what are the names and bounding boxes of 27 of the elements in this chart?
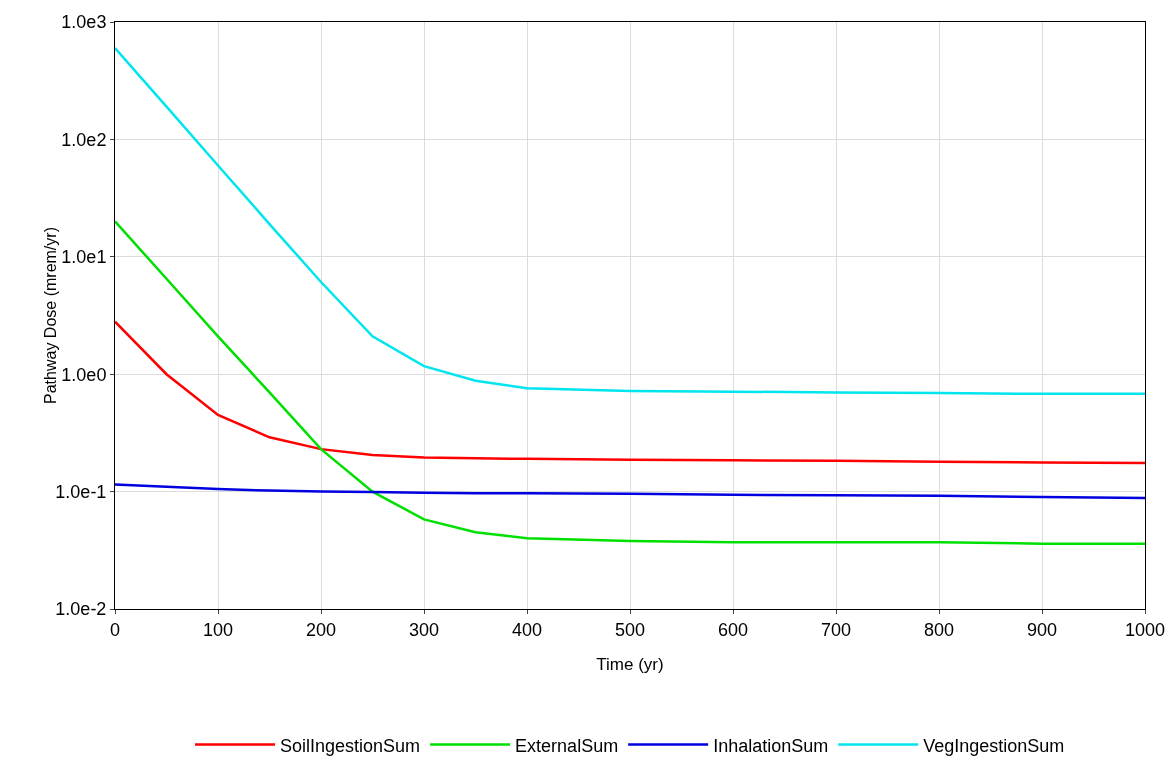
- y-tick-label: 1.0e-2: [55, 599, 107, 620]
- x-tick-label: 700: [820, 619, 852, 640]
- x-tick-label: 0: [109, 619, 121, 640]
- x-tick-label: 300: [408, 619, 440, 640]
- line-series: [115, 220, 1145, 545]
- x-tick-label: 400: [511, 619, 543, 640]
- x-tick-label: 100: [202, 619, 234, 640]
- line-series: [115, 483, 1145, 500]
- legend-label: InhalationSum: [713, 735, 829, 756]
- line-series: [115, 320, 1145, 465]
- line-series: [115, 46, 1145, 396]
- legend-label: VegIngestionSum: [923, 735, 1065, 756]
- x-tick-label: 1000: [1124, 619, 1166, 640]
- y-tick-label: 1.0e3: [61, 12, 107, 33]
- x-tick-label: 600: [717, 619, 749, 640]
- y-tick-label: 1.0e-1: [55, 481, 107, 502]
- legend-label: ExternalSum: [515, 735, 619, 756]
- x-tick-label: 500: [614, 619, 646, 640]
- y-tick-label: 1.0e0: [61, 364, 107, 385]
- x-tick-label: 200: [305, 619, 337, 640]
- y-tick-label: 1.0e1: [61, 247, 107, 268]
- x-axis-title: Time (yr): [596, 655, 664, 674]
- y-tick-label: 1.0e2: [61, 129, 107, 150]
- y-axis-title: Pathway Dose (mrem/yr): [42, 227, 60, 404]
- x-tick-label: 900: [1026, 619, 1058, 640]
- x-tick-label: 800: [923, 619, 955, 640]
- legend-label: SoilIngestionSum: [280, 735, 421, 756]
